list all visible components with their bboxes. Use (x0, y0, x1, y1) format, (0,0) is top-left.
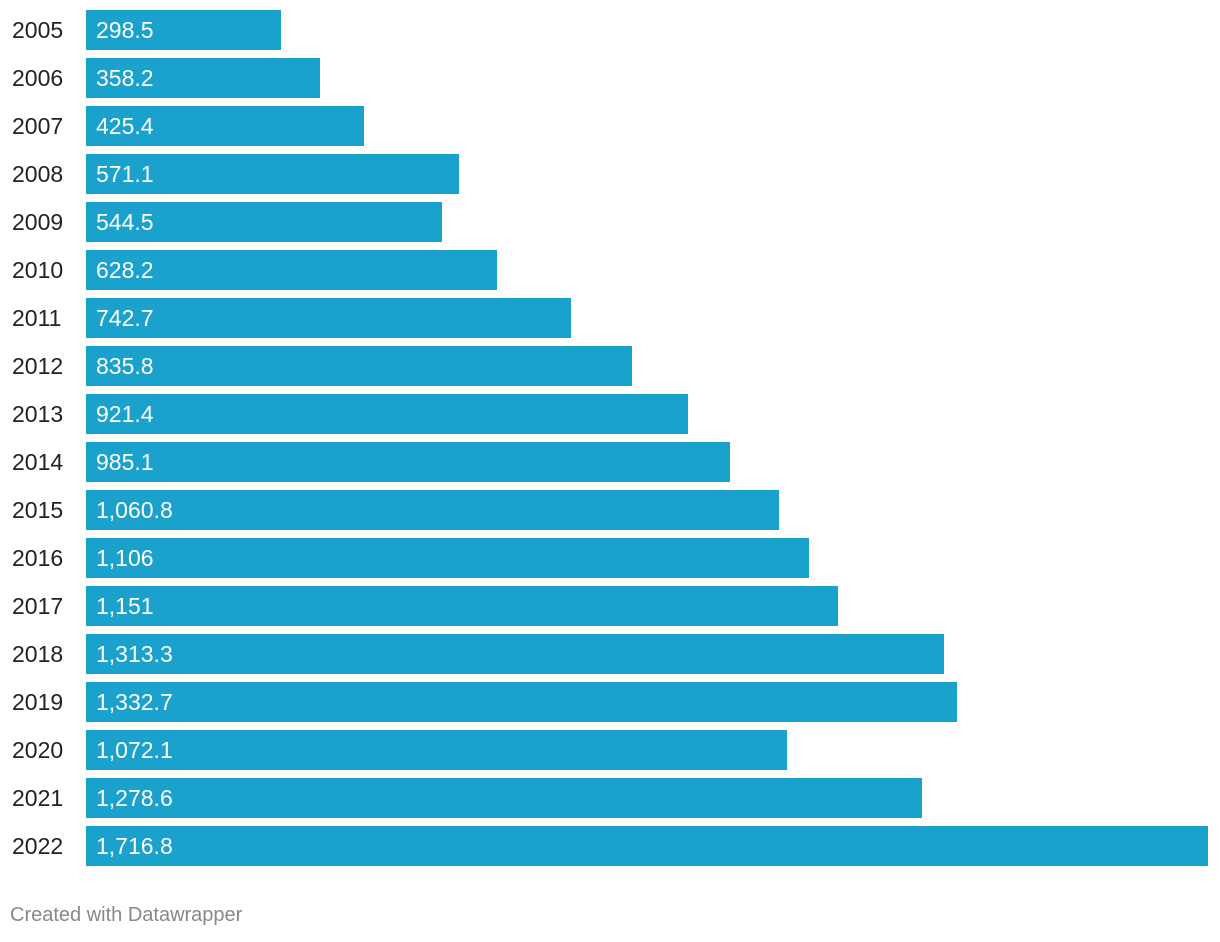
bar: 298.5 (86, 10, 281, 50)
bar-value-label: 358.2 (96, 65, 154, 91)
bar: 1,313.3 (86, 634, 944, 674)
bar: 742.7 (86, 298, 571, 338)
bar-value-label: 921.4 (96, 401, 154, 427)
bar: 1,151 (86, 586, 838, 626)
bar: 571.1 (86, 154, 459, 194)
bar-value-label: 1,278.6 (96, 785, 173, 811)
category-label: 2007 (12, 113, 64, 139)
bar: 1,716.8 (86, 826, 1208, 866)
category-label: 2017 (12, 593, 64, 619)
category-label: 2012 (12, 353, 64, 379)
category-label: 2009 (12, 209, 64, 235)
credit-text: Created with Datawrapper (10, 904, 243, 926)
bar-value-label: 1,332.7 (96, 689, 173, 715)
bar: 1,060.8 (86, 490, 779, 530)
bar: 425.4 (86, 106, 364, 146)
category-label: 2010 (12, 257, 64, 283)
category-label: 2019 (12, 689, 64, 715)
bar: 628.2 (86, 250, 497, 290)
category-label: 2008 (12, 161, 64, 187)
category-label: 2013 (12, 401, 64, 427)
bar-value-label: 544.5 (96, 209, 154, 235)
bar: 1,278.6 (86, 778, 922, 818)
bar: 544.5 (86, 202, 442, 242)
bar: 921.4 (86, 394, 688, 434)
bar-value-label: 628.2 (96, 257, 154, 283)
bar: 1,332.7 (86, 682, 957, 722)
bar: 1,106 (86, 538, 809, 578)
bar: 985.1 (86, 442, 730, 482)
category-label: 2014 (12, 449, 64, 475)
bar: 835.8 (86, 346, 632, 386)
category-label: 2018 (12, 641, 64, 667)
category-label: 2006 (12, 65, 64, 91)
bar-value-label: 425.4 (96, 113, 154, 139)
bar-value-label: 298.5 (96, 17, 154, 43)
bar-value-label: 1,716.8 (96, 833, 173, 859)
bar-value-label: 1,313.3 (96, 641, 173, 667)
bar-value-label: 1,072.1 (96, 737, 173, 763)
bar-value-label: 1,060.8 (96, 497, 173, 523)
category-label: 2022 (12, 833, 64, 859)
category-label: 2020 (12, 737, 64, 763)
bar-value-label: 1,151 (96, 593, 154, 619)
category-label: 2005 (12, 17, 64, 43)
category-label: 2011 (12, 305, 62, 331)
bar-value-label: 571.1 (96, 161, 154, 187)
bar-value-label: 985.1 (96, 449, 154, 475)
category-label: 2021 (12, 785, 64, 811)
bar-value-label: 742.7 (96, 305, 154, 331)
bar: 358.2 (86, 58, 320, 98)
category-label: 2016 (12, 545, 64, 571)
bar-value-label: 1,106 (96, 545, 154, 571)
bar-value-label: 835.8 (96, 353, 154, 379)
bar: 1,072.1 (86, 730, 787, 770)
category-label: 2015 (12, 497, 64, 523)
